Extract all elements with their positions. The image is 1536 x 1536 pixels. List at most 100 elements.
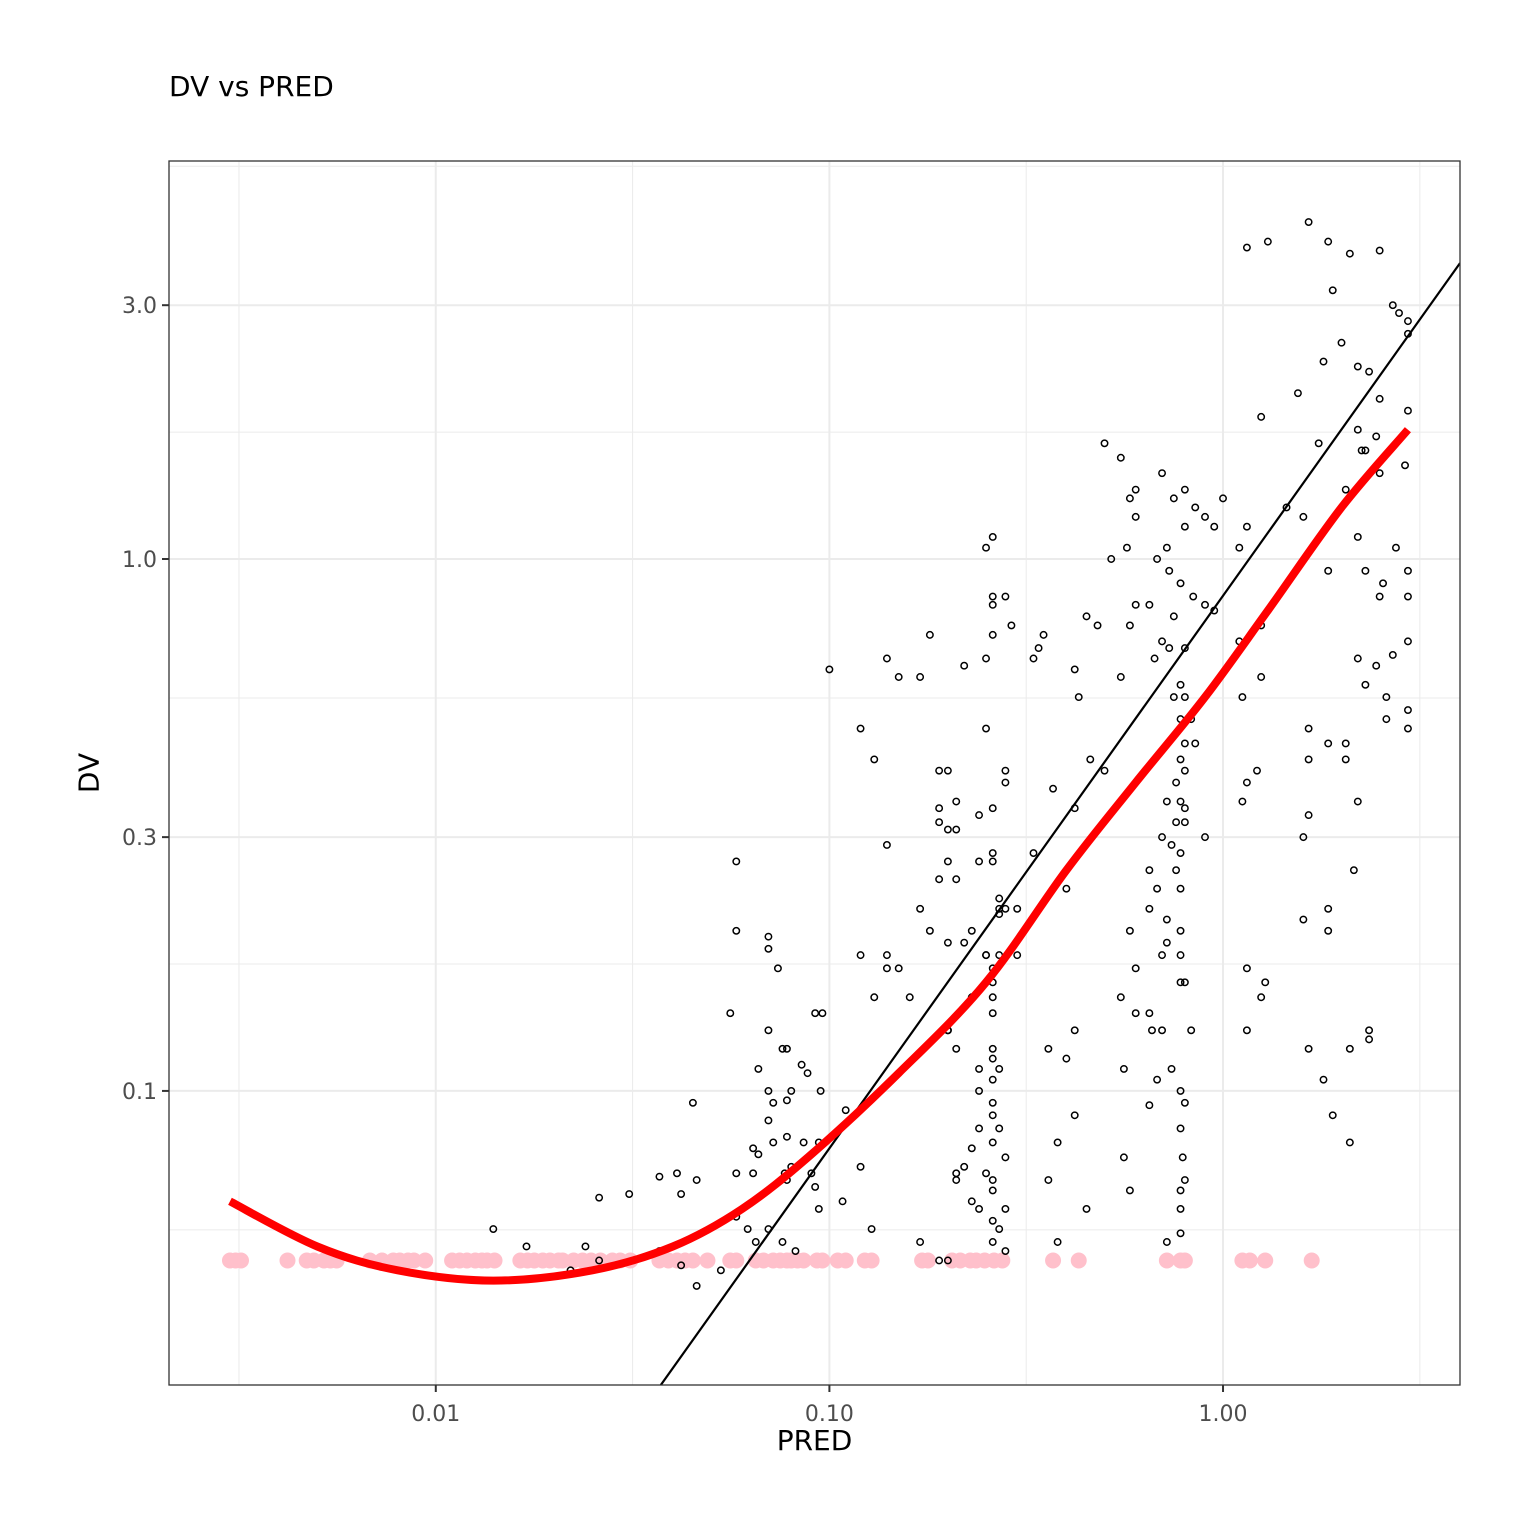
observed-point xyxy=(1388,301,1397,310)
blq-point xyxy=(405,1252,422,1269)
observed-point xyxy=(1176,849,1185,858)
observed-point xyxy=(1253,766,1261,775)
observed-point xyxy=(975,811,984,820)
observed-point xyxy=(988,630,997,639)
observed-point xyxy=(967,926,976,935)
observed-point xyxy=(1180,739,1189,748)
observed-point xyxy=(1187,1026,1196,1035)
observed-point xyxy=(1169,494,1178,503)
observed-point xyxy=(988,1176,997,1184)
observed-point xyxy=(1158,833,1166,842)
observed-point xyxy=(1382,715,1391,724)
panel-border xyxy=(168,160,1461,1386)
observed-point xyxy=(1293,389,1302,398)
observed-point xyxy=(782,1096,791,1105)
observed-point xyxy=(1372,432,1381,441)
observed-point xyxy=(677,1190,686,1198)
observed-point xyxy=(1086,755,1095,764)
observed-point xyxy=(988,1009,997,1018)
observed-point xyxy=(1403,724,1412,733)
observed-point xyxy=(943,938,952,947)
observed-point xyxy=(811,1182,820,1191)
observed-point xyxy=(764,1086,773,1095)
observed-point xyxy=(988,1054,997,1063)
observed-point xyxy=(778,1238,787,1246)
observed-point xyxy=(982,1169,990,1178)
observed-point xyxy=(799,1138,808,1147)
identity-line xyxy=(659,262,1460,1385)
observed-point xyxy=(1365,1026,1374,1035)
observed-point xyxy=(732,926,741,935)
observed-point xyxy=(894,964,903,973)
observed-point xyxy=(995,1124,1004,1133)
observed-point xyxy=(882,841,891,849)
observed-point xyxy=(1093,621,1102,630)
observed-point xyxy=(988,1186,997,1195)
observed-point xyxy=(1167,841,1176,849)
observed-point xyxy=(764,1116,773,1125)
observed-point xyxy=(1319,357,1328,366)
observed-point xyxy=(1304,811,1313,820)
observed-point xyxy=(1180,693,1189,702)
observed-point xyxy=(1395,309,1403,317)
observed-point xyxy=(1353,797,1362,806)
observed-point xyxy=(764,1026,773,1035)
observed-point xyxy=(1201,600,1209,609)
blq-point xyxy=(1176,1252,1193,1269)
observed-point xyxy=(943,825,952,834)
observed-point xyxy=(988,1238,997,1246)
observed-point xyxy=(1001,904,1010,913)
observed-point xyxy=(995,894,1004,903)
observed-point xyxy=(1382,693,1391,702)
observed-point xyxy=(988,1216,997,1225)
observed-point xyxy=(818,1009,827,1018)
observed-point xyxy=(1341,485,1350,494)
observed-point xyxy=(1153,555,1162,563)
observed-point xyxy=(1158,637,1166,646)
observed-point xyxy=(1162,938,1171,947)
observed-point xyxy=(882,951,891,960)
observed-point xyxy=(1153,884,1162,893)
observed-point xyxy=(1403,566,1412,575)
observed-point xyxy=(1176,978,1185,987)
x-tick-label: 0.10 xyxy=(805,1402,854,1427)
x-axis: 0.01 0.10 1.00 xyxy=(411,1385,1248,1427)
observed-point xyxy=(1242,522,1251,531)
observed-point xyxy=(988,1044,997,1053)
observed-point xyxy=(1337,338,1346,347)
observed-point xyxy=(1125,621,1134,630)
panel-background xyxy=(169,161,1460,1385)
observed-point xyxy=(1257,412,1266,421)
observed-point xyxy=(1116,993,1125,1002)
observed-point xyxy=(1107,555,1116,563)
observed-point xyxy=(841,1106,850,1115)
observed-point xyxy=(1180,804,1189,813)
observed-point xyxy=(1403,637,1412,646)
observed-point xyxy=(1299,915,1308,924)
observed-point xyxy=(988,804,997,813)
observed-point xyxy=(1304,218,1313,226)
observed-point xyxy=(1324,926,1333,935)
observed-point xyxy=(1238,693,1247,702)
blq-point xyxy=(994,1252,1011,1269)
observed-point xyxy=(1001,592,1010,601)
observed-point xyxy=(749,1144,758,1153)
observed-point xyxy=(1131,512,1140,521)
observed-point xyxy=(1361,680,1370,689)
observed-point xyxy=(916,673,925,681)
observed-point xyxy=(1145,1101,1154,1110)
observed-point xyxy=(797,1060,806,1069)
observed-point xyxy=(1001,1247,1010,1256)
observed-point xyxy=(1070,665,1079,674)
observed-point xyxy=(1357,446,1366,455)
observed-point xyxy=(764,932,773,941)
observed-point xyxy=(1176,926,1185,935)
observed-point xyxy=(1388,651,1397,659)
observed-point xyxy=(975,857,984,866)
observed-point xyxy=(1201,512,1209,521)
observed-point xyxy=(1180,1098,1189,1107)
observed-point xyxy=(1062,884,1071,893)
observed-point xyxy=(489,1225,498,1233)
observed-point xyxy=(975,1086,984,1095)
observed-point xyxy=(1029,849,1038,858)
